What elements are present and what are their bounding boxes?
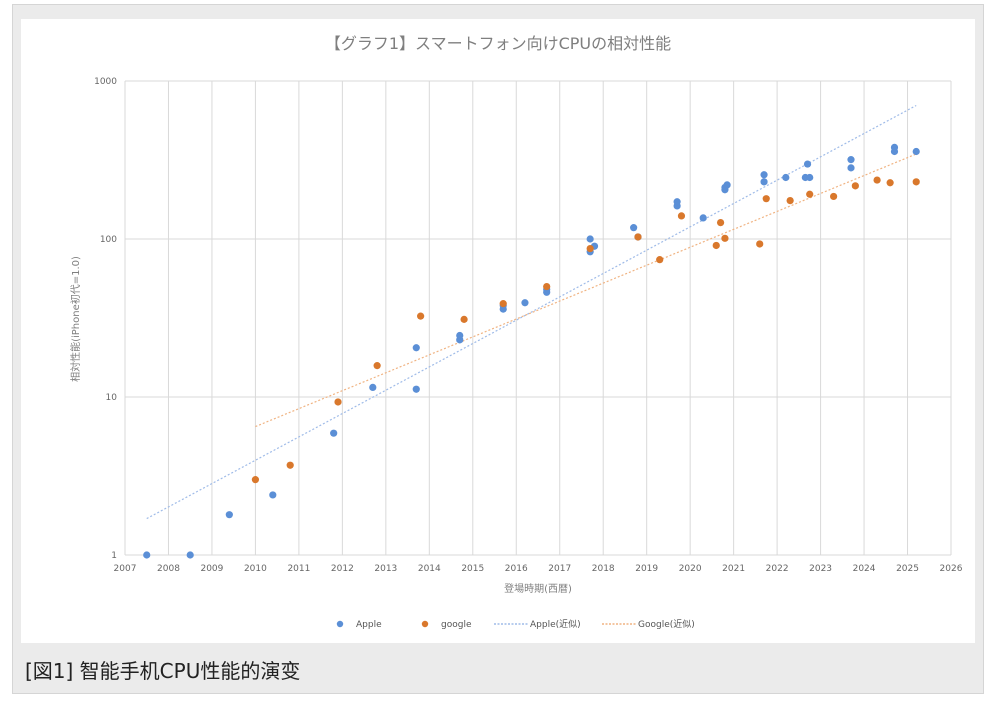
data-point xyxy=(756,240,764,248)
data-points xyxy=(143,143,920,559)
x-tick-label: 2016 xyxy=(505,564,528,574)
data-point xyxy=(873,176,881,184)
figure-caption: [図1] 智能手机CPU性能的演变 xyxy=(25,659,301,683)
trendline xyxy=(146,104,917,520)
data-point xyxy=(912,178,920,186)
chart-card: 【グラフ1】スマートフォン向けCPUの相対性能 2007 2008 2009 2010… xyxy=(21,19,975,643)
legend-label: Apple(近似) xyxy=(530,618,581,630)
data-point xyxy=(286,461,294,469)
data-point xyxy=(225,511,233,519)
x-tick-label: 2008 xyxy=(157,564,180,574)
data-point xyxy=(186,551,194,559)
data-point xyxy=(330,429,338,437)
data-point xyxy=(762,195,770,203)
x-tick-label: 2017 xyxy=(548,564,571,574)
data-point xyxy=(699,214,707,222)
x-tick-label: 2011 xyxy=(287,564,310,574)
data-point xyxy=(782,173,790,182)
grid xyxy=(124,80,952,556)
x-tick-label: 2015 xyxy=(461,564,484,574)
trendlines xyxy=(146,104,917,520)
data-point xyxy=(417,312,425,320)
y-tick-label: 1 xyxy=(111,551,117,561)
data-point xyxy=(890,143,899,151)
data-point xyxy=(334,398,342,406)
legend: Apple google Apple(近似) Google(近似) xyxy=(336,618,695,630)
data-point xyxy=(412,344,420,352)
y-tick-label: 10 xyxy=(106,393,118,403)
data-point xyxy=(760,171,768,179)
legend-label: google xyxy=(441,620,472,630)
data-point xyxy=(886,179,894,187)
legend-marker xyxy=(421,620,429,628)
legend-marker xyxy=(336,620,344,628)
data-point xyxy=(499,300,507,308)
data-point xyxy=(721,234,729,242)
data-point xyxy=(412,385,420,393)
data-point xyxy=(251,476,260,484)
data-point xyxy=(830,192,838,201)
data-point xyxy=(634,233,642,241)
data-point xyxy=(723,181,731,189)
data-point xyxy=(786,196,794,205)
x-axis-label: 登場時期(西暦) xyxy=(504,582,572,595)
data-point xyxy=(760,178,768,186)
y-tick-label: 1000 xyxy=(94,77,117,87)
data-point xyxy=(851,182,859,190)
data-point xyxy=(677,212,686,220)
x-tick-label: 2012 xyxy=(331,564,354,574)
x-tick-label: 2018 xyxy=(592,564,615,574)
x-tick-label: 2022 xyxy=(766,564,789,574)
data-point xyxy=(806,190,814,198)
x-tick-label: 2020 xyxy=(679,564,702,574)
chart-title: 【グラフ1】スマートフォン向けCPUの相対性能 xyxy=(325,34,671,53)
y-axis-label: 相対性能(iPhone初代=1.0) xyxy=(69,256,82,382)
data-point xyxy=(912,147,920,156)
x-tick-label: 2023 xyxy=(809,564,832,574)
data-point xyxy=(460,315,468,323)
data-point xyxy=(712,241,720,250)
x-tick-label: 2010 xyxy=(244,564,267,574)
data-point xyxy=(456,331,464,340)
tick-labels: 2007 2008 2009 2010 2011 2012 2013 2014 2015 2016… xyxy=(94,77,963,574)
data-point xyxy=(716,218,725,227)
x-tick-label: 2024 xyxy=(853,564,876,574)
trendline xyxy=(255,153,917,428)
data-point xyxy=(847,164,855,172)
figure-frame: 【グラフ1】スマートフォン向けCPUの相対性能 2007 2008 2009 2010… xyxy=(12,4,984,694)
data-point xyxy=(586,235,594,243)
x-tick-label: 2009 xyxy=(200,564,223,574)
x-tick-label: 2025 xyxy=(896,564,919,574)
data-point xyxy=(806,173,814,182)
x-tick-label: 2014 xyxy=(418,564,441,574)
data-point xyxy=(630,224,638,232)
data-point xyxy=(656,256,664,264)
data-point xyxy=(269,491,277,499)
x-tick-label: 2007 xyxy=(114,564,137,574)
x-tick-label: 2021 xyxy=(722,564,745,574)
data-point xyxy=(803,160,812,168)
performance-chart: 【グラフ1】スマートフォン向けCPUの相対性能 2007 2008 2009 2010… xyxy=(69,34,963,630)
data-point xyxy=(586,244,594,253)
data-point xyxy=(143,551,151,559)
legend-label: Apple xyxy=(356,620,382,630)
x-tick-label: 2026 xyxy=(940,564,963,574)
legend-label: Google(近似) xyxy=(638,618,695,630)
data-point xyxy=(373,362,381,370)
data-point xyxy=(673,198,681,206)
data-point xyxy=(521,299,529,307)
data-point xyxy=(847,156,855,164)
data-point xyxy=(543,282,551,291)
x-tick-label: 2019 xyxy=(635,564,658,574)
x-tick-label: 2013 xyxy=(374,564,397,574)
y-tick-label: 100 xyxy=(100,235,117,245)
data-point xyxy=(369,383,377,392)
